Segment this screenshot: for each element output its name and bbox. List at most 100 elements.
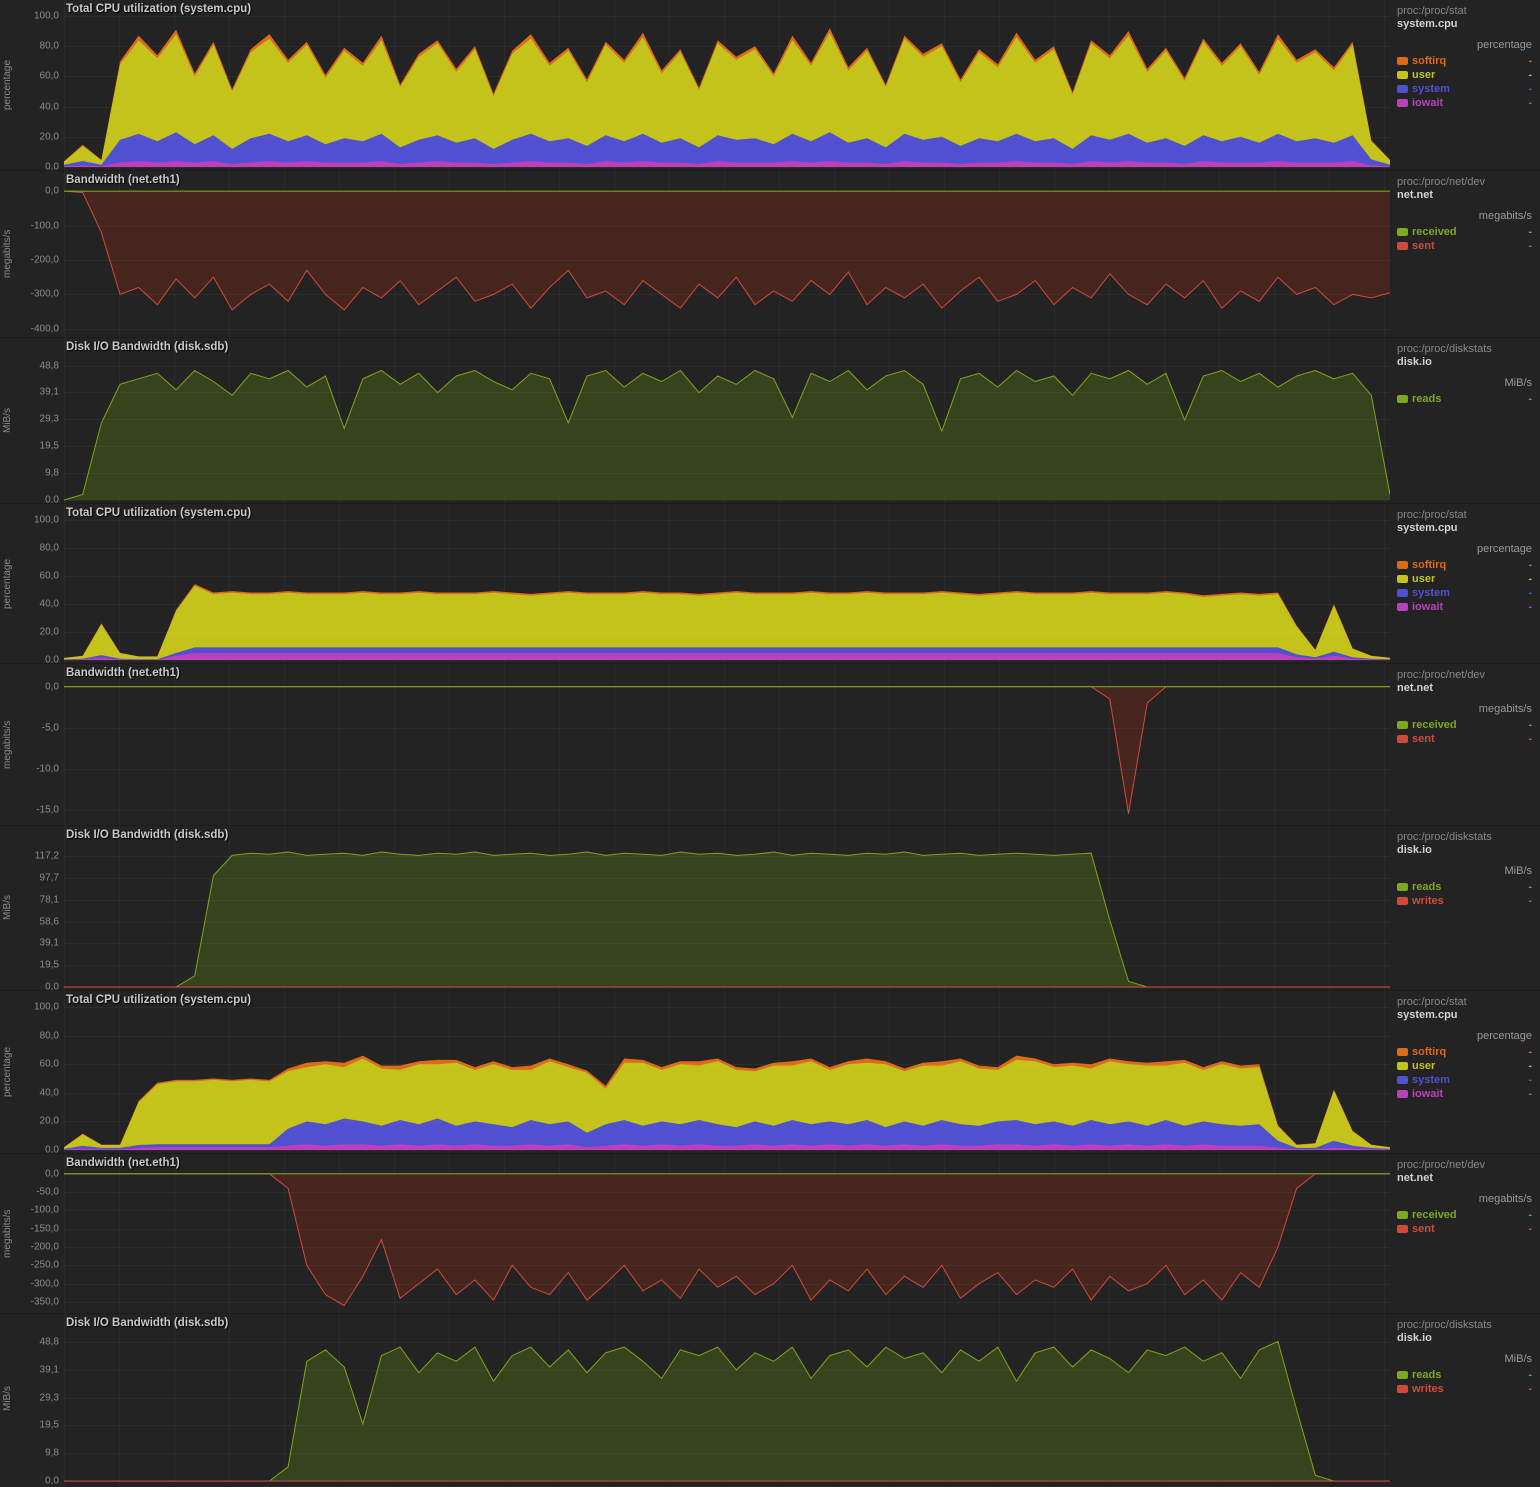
legend-label: received — [1412, 1209, 1457, 1221]
legend-value: - — [1528, 55, 1532, 67]
y-axis-tick: 0,0 — [45, 1144, 59, 1156]
y-axis-tick: 117,2 — [34, 850, 59, 862]
legend-swatch — [1397, 721, 1408, 729]
legend-item-reads[interactable]: reads - — [1397, 1368, 1532, 1382]
legend-item-softirq[interactable]: softirq - — [1397, 1045, 1532, 1059]
legend-item-softirq[interactable]: softirq - — [1397, 54, 1532, 68]
y-axis-tick: -200,0 — [30, 254, 59, 266]
chart-info-panel: proc:/proc/stat system.cpu percentage so… — [1390, 504, 1540, 663]
legend-value: - — [1528, 1209, 1532, 1221]
chart-id[interactable]: system.cpu — [1397, 1009, 1458, 1021]
chart-units: percentage — [1476, 543, 1532, 555]
legend-value: - — [1528, 895, 1532, 907]
chart-units: MiB/s — [1504, 865, 1533, 877]
chart-plot[interactable]: Bandwidth (net.eth1) — [64, 171, 1390, 337]
chart-units: percentage — [1476, 39, 1532, 51]
y-axis-tick: -250,0 — [30, 1259, 59, 1271]
chart-plot[interactable]: Disk I/O Bandwidth (disk.sdb) — [64, 338, 1390, 503]
chart-title: Total CPU utilization (system.cpu) — [66, 3, 252, 15]
chart-id[interactable]: disk.io — [1397, 356, 1432, 368]
legend-value: - — [1528, 1223, 1532, 1235]
y-axis-tick: 60,0 — [39, 70, 59, 82]
y-axis-tick: -15,0 — [36, 804, 59, 816]
legend-item-sent[interactable]: sent - — [1397, 732, 1532, 746]
legend-swatch — [1397, 71, 1408, 79]
chart-units: MiB/s — [1504, 1353, 1533, 1365]
chart-units: MiB/s — [1504, 377, 1533, 389]
chart-id[interactable]: net.net — [1397, 682, 1434, 694]
y-axis: percentage 100,0 80,0 60,0 40,0 20,0 0,0 — [0, 504, 64, 666]
legend-item-reads[interactable]: reads - — [1397, 880, 1532, 894]
chart-row-cpu-3: percentage 100,0 80,0 60,0 40,0 20,0 0,0 Tota… — [0, 990, 1540, 1156]
y-axis-tick: 100,0 — [33, 514, 59, 526]
legend-item-user[interactable]: user - — [1397, 1059, 1532, 1073]
y-axis-tick: 97,7 — [39, 872, 59, 884]
legend-label: reads — [1412, 1369, 1442, 1381]
chart-context: proc:/proc/net/dev — [1397, 669, 1486, 681]
chart-id[interactable]: net.net — [1397, 1172, 1434, 1184]
y-axis-tick: -100,0 — [30, 1204, 59, 1216]
y-axis-tick: 78,1 — [39, 894, 59, 906]
chart-plot[interactable]: Total CPU utilization (system.cpu) — [64, 504, 1390, 663]
legend-item-user[interactable]: user - — [1397, 68, 1532, 82]
legend-item-writes[interactable]: writes - — [1397, 894, 1532, 908]
legend-item-iowait[interactable]: iowait - — [1397, 600, 1532, 614]
chart-row-net-2: megabits/s 0,0 -5,0 -10,0 -15,0 Bandwidth (… — [0, 663, 1540, 825]
legend-label: reads — [1412, 393, 1442, 405]
chart-id[interactable]: system.cpu — [1397, 522, 1458, 534]
legend-item-system[interactable]: system - — [1397, 1073, 1532, 1087]
y-axis-tick: 9,8 — [45, 467, 59, 479]
legend-item-reads[interactable]: reads - — [1397, 392, 1532, 406]
legend-label: writes — [1412, 895, 1444, 907]
legend-label: iowait — [1412, 601, 1444, 613]
y-axis-tick: 39,1 — [39, 1364, 59, 1376]
chart-plot[interactable]: Total CPU utilization (system.cpu) — [64, 0, 1390, 170]
legend-value: - — [1528, 881, 1532, 893]
chart-context: proc:/proc/stat — [1397, 996, 1467, 1008]
chart-plot[interactable]: Disk I/O Bandwidth (disk.sdb) — [64, 826, 1390, 990]
legend-item-iowait[interactable]: iowait - — [1397, 1087, 1532, 1101]
legend-item-writes[interactable]: writes - — [1397, 1382, 1532, 1396]
legend-item-received[interactable]: received - — [1397, 718, 1532, 732]
chart-row-net-1: megabits/s 0,0 -100,0 -200,0 -300,0 -400,0 B… — [0, 170, 1540, 337]
legend-value: - — [1528, 733, 1532, 745]
chart-title: Bandwidth (net.eth1) — [66, 174, 180, 186]
y-axis-tick: -10,0 — [36, 763, 59, 775]
legend-label: user — [1412, 1060, 1436, 1072]
chart-plot[interactable]: Disk I/O Bandwidth (disk.sdb) — [64, 1314, 1390, 1484]
chart-title: Bandwidth (net.eth1) — [66, 1157, 180, 1169]
y-axis-tick: 19,5 — [39, 959, 59, 971]
y-axis-tick: 0,0 — [45, 161, 59, 173]
chart-info-panel: proc:/proc/diskstats disk.io MiB/s reads… — [1390, 338, 1540, 503]
legend-item-system[interactable]: system - — [1397, 82, 1532, 96]
legend-item-sent[interactable]: sent - — [1397, 1222, 1532, 1236]
legend-value: - — [1528, 393, 1532, 405]
legend-item-iowait[interactable]: iowait - — [1397, 96, 1532, 110]
y-axis-tick: 19,5 — [39, 440, 59, 452]
legend-value: - — [1528, 1046, 1532, 1058]
chart-plot[interactable]: Bandwidth (net.eth1) — [64, 664, 1390, 825]
legend-item-received[interactable]: received - — [1397, 1208, 1532, 1222]
legend-item-sent[interactable]: sent - — [1397, 239, 1532, 253]
chart-id[interactable]: system.cpu — [1397, 18, 1458, 30]
chart-id[interactable]: disk.io — [1397, 844, 1432, 856]
legend-item-user[interactable]: user - — [1397, 572, 1532, 586]
y-axis: percentage 100,0 80,0 60,0 40,0 20,0 0,0 — [0, 0, 64, 173]
chart-id[interactable]: net.net — [1397, 189, 1434, 201]
legend-item-received[interactable]: received - — [1397, 225, 1532, 239]
legend-swatch — [1397, 1385, 1408, 1393]
chart-id[interactable]: disk.io — [1397, 1332, 1432, 1344]
legend-label: sent — [1412, 1223, 1435, 1235]
legend-item-system[interactable]: system - — [1397, 586, 1532, 600]
chart-plot[interactable]: Total CPU utilization (system.cpu) — [64, 991, 1390, 1153]
legend-value: - — [1528, 587, 1532, 599]
chart-units: percentage — [1476, 1030, 1532, 1042]
legend-item-softirq[interactable]: softirq - — [1397, 558, 1532, 572]
chart-title: Total CPU utilization (system.cpu) — [66, 507, 252, 519]
y-axis-tick: 48,8 — [39, 1336, 59, 1348]
legend-label: softirq — [1412, 1046, 1447, 1058]
chart-plot[interactable]: Bandwidth (net.eth1) — [64, 1154, 1390, 1313]
y-axis-tick: 20,0 — [39, 626, 59, 638]
y-axis-tick: -150,0 — [30, 1223, 59, 1235]
